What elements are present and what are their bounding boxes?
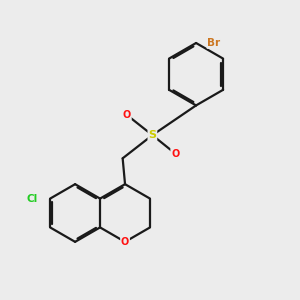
Text: S: S [148,130,156,140]
Text: Br: Br [207,38,220,48]
Text: Cl: Cl [26,194,38,204]
Text: O: O [171,148,179,159]
Text: O: O [123,110,131,120]
Text: O: O [121,237,129,247]
